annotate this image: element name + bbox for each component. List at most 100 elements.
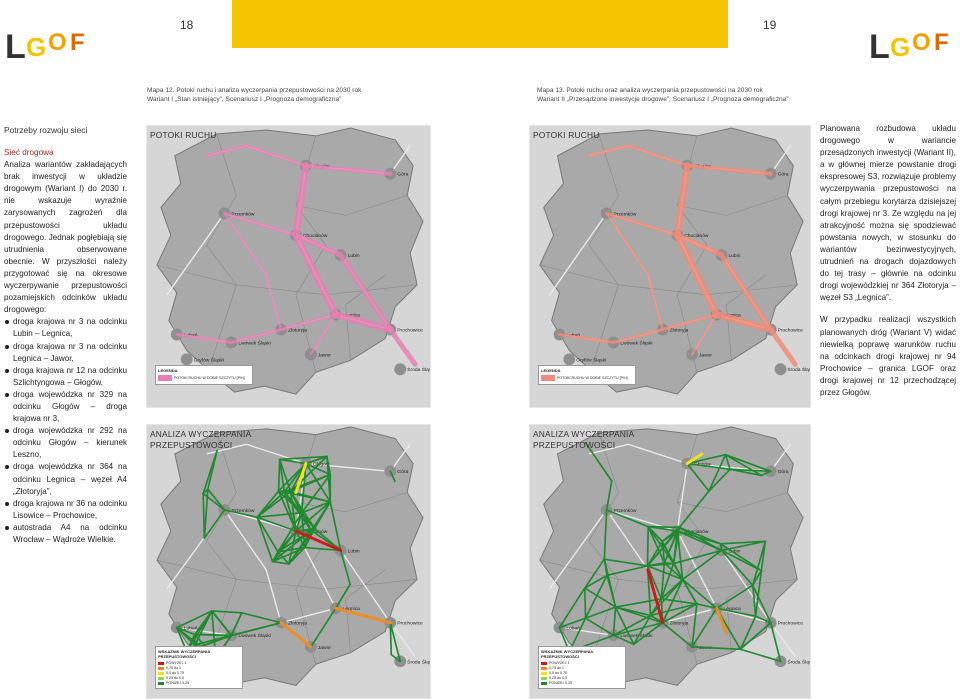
legend-swatch xyxy=(541,375,555,381)
right-page: 19 L G O F Mapa 13. Potoki ruchu oraz an… xyxy=(480,0,960,699)
legend-title: LEGENDA xyxy=(158,368,178,373)
body-text: Planowana rozbudowa układu drogowego w w… xyxy=(820,123,956,399)
svg-text:Złotoryja: Złotoryja xyxy=(670,328,689,334)
capacity-legend: WSKAŹNIK WYCZERPANIA PRZEPUSTOWOŚCI POWYŻ… xyxy=(155,646,243,689)
legend-label: 0,75 do 1 xyxy=(549,666,564,670)
svg-text:Lubań: Lubań xyxy=(184,626,198,632)
lgof-logo: L G O F xyxy=(5,28,85,66)
map-legend: LEGENDA POTOKI RUCHU W DOBIE SZCZYTU [P/H… xyxy=(155,365,253,385)
page-number: 18 xyxy=(180,18,194,32)
legend-swatch xyxy=(158,661,164,665)
svg-text:Środa Śląska: Środa Śląska xyxy=(407,657,430,665)
legend-label: POWYŻEJ 1 xyxy=(166,661,187,665)
paragraph: Planowana rozbudowa układu drogowego w w… xyxy=(820,124,956,303)
svg-text:G: G xyxy=(26,32,46,62)
svg-text:F: F xyxy=(934,29,949,56)
map-legend: LEGENDA POTOKI RUCHU W DOBIE SZCZYTU [P/H… xyxy=(538,365,636,385)
legend-label: 0,25 do 0,5 xyxy=(549,676,567,680)
svg-text:Złotoryja: Złotoryja xyxy=(670,621,689,627)
svg-text:Lubań: Lubań xyxy=(566,626,580,632)
legend-label: 0,5 do 0,75 xyxy=(166,671,184,675)
body-text: Sieć drogowa Analiza wariantów zakładają… xyxy=(4,147,127,546)
svg-text:Przemków: Przemków xyxy=(231,508,255,514)
caption-line: Mapa 12. Potoki ruchu i analiza wyczerpa… xyxy=(147,87,362,94)
legend-title: WSKAŹNIK WYCZERPANIA PRZEPUSTOWOŚCI xyxy=(158,649,210,659)
svg-text:Przemków: Przemków xyxy=(614,211,637,217)
svg-text:Prochowice: Prochowice xyxy=(397,328,423,334)
svg-text:Lubin: Lubin xyxy=(348,548,360,554)
svg-text:Prochowice: Prochowice xyxy=(778,621,804,627)
legend-row: 0,25 do 0,5 xyxy=(158,676,240,680)
legend-swatch xyxy=(158,666,164,670)
legend-label: POTOKI RUCHU W DOBIE SZCZYTU [P/H] xyxy=(174,376,245,380)
legend-label: POWYŻEJ 1 xyxy=(549,661,570,665)
legend-row: 0,5 do 0,75 xyxy=(158,671,240,675)
svg-text:Legnica: Legnica xyxy=(343,606,361,612)
legend-row: POWYŻEJ 1 xyxy=(158,661,240,665)
svg-text:O: O xyxy=(912,29,931,56)
map-caption: Mapa 12. Potoki ruchu i analiza wyczerpa… xyxy=(147,86,361,104)
svg-text:Głogów: Głogów xyxy=(694,462,711,468)
svg-text:Gryfów Śląski: Gryfów Śląski xyxy=(576,355,606,363)
legend-swatch xyxy=(158,375,172,381)
legend-row: PONIŻEJ 0,25 xyxy=(158,681,240,685)
header-yellow-band xyxy=(232,0,480,48)
section-title: Potrzeby rozwoju sieci xyxy=(4,125,88,135)
svg-text:Głogów: Głogów xyxy=(313,462,330,468)
legend-row: 0,75 do 1 xyxy=(158,666,240,670)
svg-text:Jawor: Jawor xyxy=(318,352,332,358)
list-item: droga wojewódzka nr 364 na odcinku Legni… xyxy=(4,461,127,497)
map-title: ANALIZA WYCZERPANIA PRZEPUSTOWOŚCI xyxy=(533,429,635,450)
caption-line: Wariant I „Stan istniejący”, Scenariusz … xyxy=(147,96,342,103)
legend-label: 0,5 do 0,75 xyxy=(549,671,567,675)
legend-row: PONIŻEJ 0,25 xyxy=(541,681,623,685)
flow-map-graphic: GłogówGóraChocianówLubinLegnicaProchowic… xyxy=(147,126,430,407)
header-yellow-band xyxy=(480,0,728,48)
capacity-map: Głogów Góra Chocianów Lubin Legnica Prochowic… xyxy=(146,424,431,699)
list-item: droga wojewódzka nr 292 na odcinku Głogó… xyxy=(4,425,127,461)
legend-swatch xyxy=(541,661,547,665)
svg-text:Przemków: Przemków xyxy=(614,508,637,514)
svg-text:Środa Śląska: Środa Śląska xyxy=(407,365,430,373)
svg-text:Chocianów: Chocianów xyxy=(303,529,328,535)
svg-text:Lubin: Lubin xyxy=(728,548,740,554)
legend-swatch xyxy=(541,676,547,680)
legend-title: LEGENDA xyxy=(541,368,561,373)
svg-text:Środa Śląska: Środa Śląska xyxy=(787,657,810,665)
svg-text:Góra: Góra xyxy=(397,172,408,178)
svg-text:Złotoryja: Złotoryja xyxy=(288,621,307,627)
svg-text:L: L xyxy=(869,28,890,66)
legend-label: POTOKI RUCHU W DOBIE SZCZYTU [P/H] xyxy=(557,376,628,380)
svg-text:Prochowice: Prochowice xyxy=(397,621,423,627)
caption-line: Wariant II „Przesądzone inwestycje drogo… xyxy=(537,96,789,103)
flow-map-graphic: GłogówGóraChocianówLubinLegnicaProchowic… xyxy=(530,126,810,407)
map-title: ANALIZA WYCZERPANIA PRZEPUSTOWOŚCI xyxy=(150,429,252,450)
legend-swatch xyxy=(541,681,547,685)
svg-text:O: O xyxy=(48,29,67,56)
legend-row: 0,75 do 1 xyxy=(541,666,623,670)
svg-text:Lwówek Śląski: Lwówek Śląski xyxy=(620,631,652,639)
list-item: droga krajowa nr 3 na odcinku Lubin – Le… xyxy=(4,316,127,340)
svg-text:Jawor: Jawor xyxy=(318,645,332,651)
svg-text:Góra: Góra xyxy=(778,469,789,475)
svg-text:Środa Śląska: Środa Śląska xyxy=(787,365,810,373)
list-item: droga wojewódzka nr 329 na odcinku Głogó… xyxy=(4,389,127,425)
left-page: 18 L G O F Mapa 12. Potoki ruchu i anali… xyxy=(4,0,480,699)
legend-swatch xyxy=(158,681,164,685)
list-item: droga krajowa nr 3 na odcinku Legnica – … xyxy=(4,341,127,365)
intro-paragraph: Analiza wariantów zakładających brak inw… xyxy=(4,160,127,315)
subsection-title: Sieć drogowa xyxy=(4,148,54,157)
legend-label: PONIŻEJ 0,25 xyxy=(549,681,573,685)
map-title: POTOKI RUCHU xyxy=(150,130,217,140)
paragraph: W przypadku realizacji wszystkich planow… xyxy=(820,315,956,397)
svg-text:Legnica: Legnica xyxy=(724,606,741,612)
traffic-flow-map: Głogów Góra Chocianów Lubin Legnica Prochowic… xyxy=(529,125,811,408)
svg-text:F: F xyxy=(70,29,85,56)
map-title: POTOKI RUCHU xyxy=(533,130,600,140)
legend-swatch xyxy=(541,666,547,670)
capacity-map: Głogów Góra Chocianów Lubin Legnica Prochowic… xyxy=(529,424,811,699)
traffic-flow-map: Głogów Góra Chocianów Lubin Legnica Prochowic… xyxy=(146,125,431,408)
page-number: 19 xyxy=(763,18,777,32)
svg-text:Gryfów Śląski: Gryfów Śląski xyxy=(194,355,224,363)
